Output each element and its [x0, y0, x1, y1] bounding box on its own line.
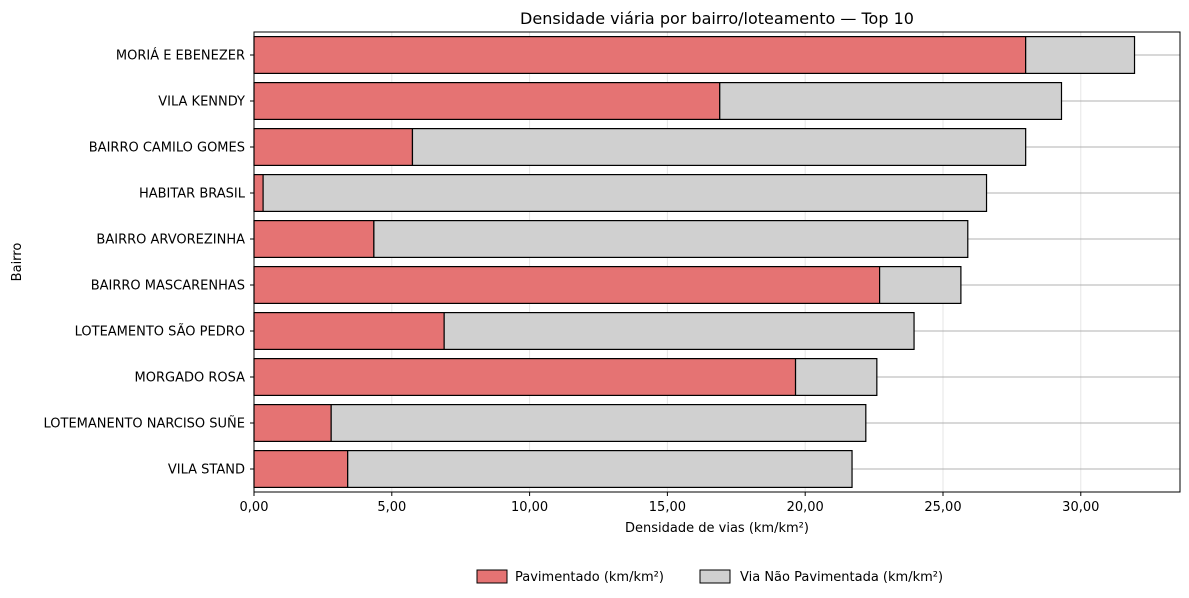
bar-pavimentado [253, 266, 881, 305]
y-tick-label: BAIRRO ARVOREZINHA [96, 233, 245, 248]
y-tick-label: BAIRRO MASCARENHAS [91, 279, 245, 294]
legend-label-pavimentado: Pavimentado (km/km²) [515, 570, 664, 585]
bar-nao-pavimentada [262, 174, 988, 213]
x-tick-label: 10,00 [511, 500, 548, 515]
bar-pavimentado [253, 450, 349, 489]
bar-nao-pavimentada [794, 358, 878, 397]
bar-nao-pavimentada [330, 404, 867, 443]
bar-pavimentado [253, 358, 797, 397]
bar-nao-pavimentada [1025, 35, 1136, 74]
y-tick-label: LOTEMANENTO NARCISO SUÑE [44, 416, 245, 432]
x-tick-label: 25,00 [924, 500, 961, 515]
legend-swatch-pavimentado [476, 569, 508, 584]
bar-pavimentado [253, 81, 721, 120]
bar-nao-pavimentada [347, 450, 853, 489]
y-tick-label: MORGADO ROSA [135, 371, 246, 386]
y-tick-label: LOTEAMENTO SÃO PEDRO [75, 324, 245, 340]
y-tick-label: MORIÁ E EBENEZER [116, 48, 245, 64]
x-tick-label: 30,00 [1062, 500, 1099, 515]
bar-nao-pavimentada [443, 312, 915, 351]
x-tick-label: 20,00 [787, 500, 824, 515]
bar-nao-pavimentada [879, 266, 962, 305]
x-tick-label: 0,00 [240, 500, 269, 515]
bar-pavimentado [253, 128, 414, 167]
y-axis: MORIÁ E EBENEZER VILA KENNDY BAIRRO CAMILO… [44, 48, 254, 478]
bars [253, 35, 1136, 489]
x-tick-label: 15,00 [649, 500, 686, 515]
x-axis: 0,00 5,00 10,00 15,00 20,00 25,00 30,00 [240, 492, 1099, 515]
bar-pavimentado [253, 35, 1027, 74]
bar-pavimentado [253, 404, 332, 443]
bar-nao-pavimentada [719, 81, 1063, 120]
plot-frame [253, 31, 1181, 493]
legend-swatch-nao-pavimentada [699, 569, 731, 584]
x-axis-label: Densidade de vias (km/km²) [625, 521, 809, 536]
x-tick-label: 5,00 [377, 500, 406, 515]
bar-nao-pavimentada [373, 220, 969, 259]
legend-label-nao-pavimentada: Via Não Pavimentada (km/km²) [740, 570, 943, 585]
y-tick-label: VILA KENNDY [158, 95, 245, 110]
bar-nao-pavimentada [411, 128, 1027, 167]
bar-pavimentado [253, 174, 264, 213]
y-tick-label: HABITAR BRASIL [139, 187, 246, 202]
y-tick-label: VILA STAND [168, 463, 245, 478]
bar-pavimentado [253, 220, 375, 259]
y-tick-label: BAIRRO CAMILO GOMES [89, 141, 245, 156]
chart-title: Densidade viária por bairro/loteamento —… [520, 9, 914, 28]
legend: Pavimentado (km/km²) Via Não Pavimentada… [476, 569, 943, 585]
bar-pavimentado [253, 312, 445, 351]
y-axis-label: Bairro [10, 243, 25, 282]
